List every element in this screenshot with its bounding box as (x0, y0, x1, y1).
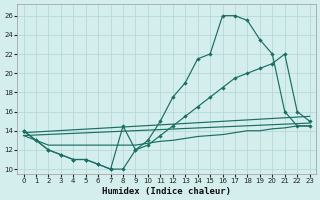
X-axis label: Humidex (Indice chaleur): Humidex (Indice chaleur) (102, 187, 231, 196)
